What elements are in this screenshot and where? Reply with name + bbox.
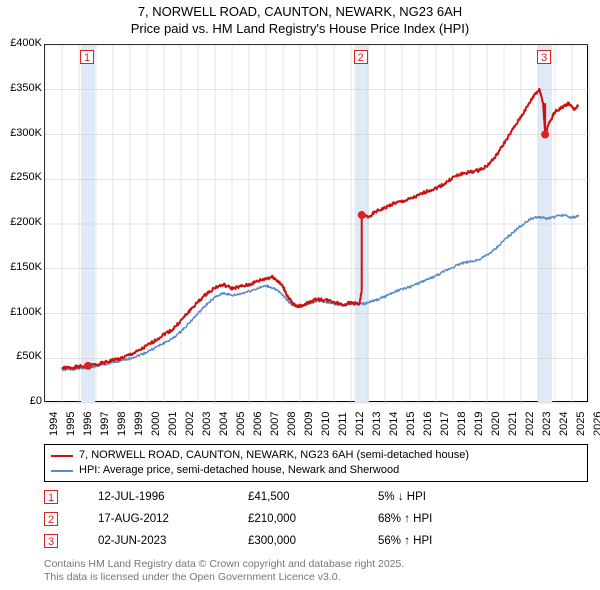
x-tick-label: 2000 <box>150 412 162 436</box>
x-tick-label: 1996 <box>82 412 94 436</box>
x-tick-label: 2003 <box>201 412 213 436</box>
y-tick-label: £150K <box>2 261 42 273</box>
sales-row-marker: 2 <box>44 512 58 526</box>
x-tick-label: 2014 <box>388 412 400 436</box>
chart-title-line1: 7, NORWELL ROAD, CAUNTON, NEWARK, NG23 6… <box>0 4 600 19</box>
y-tick-label: £250K <box>2 171 42 183</box>
sales-row-price: £41,500 <box>248 491 378 503</box>
x-tick-label: 2001 <box>167 412 179 436</box>
legend-swatch <box>51 470 73 472</box>
chart-svg <box>45 45 589 403</box>
legend-row: 7, NORWELL ROAD, CAUNTON, NEWARK, NG23 6… <box>51 448 581 463</box>
legend-label: 7, NORWELL ROAD, CAUNTON, NEWARK, NG23 6… <box>79 448 469 463</box>
x-tick-label: 1998 <box>116 412 128 436</box>
y-tick-label: £400K <box>2 37 42 49</box>
x-tick-label: 2015 <box>405 412 417 436</box>
x-tick-label: 2005 <box>235 412 247 436</box>
x-tick-label: 2009 <box>303 412 315 436</box>
x-tick-label: 2019 <box>473 412 485 436</box>
y-tick-label: £300K <box>2 127 42 139</box>
x-tick-label: 1997 <box>99 412 111 436</box>
sales-row-marker: 3 <box>44 534 58 548</box>
footer-attribution: Contains HM Land Registry data © Crown c… <box>44 558 404 584</box>
x-tick-label: 2020 <box>490 412 502 436</box>
y-tick-label: £50K <box>2 350 42 362</box>
legend-swatch <box>51 455 73 457</box>
sales-row-date: 17-AUG-2012 <box>98 513 248 525</box>
x-tick-label: 2023 <box>541 412 553 436</box>
sales-row-delta: 68% ↑ HPI <box>378 513 508 525</box>
x-tick-label: 2012 <box>354 412 366 436</box>
sales-row: 2 17-AUG-2012£210,00068% ↑ HPI <box>44 508 600 530</box>
x-tick-label: 2021 <box>507 412 519 436</box>
sales-row-delta: 5% ↓ HPI <box>378 491 508 503</box>
legend-row: HPI: Average price, semi-detached house,… <box>51 463 581 478</box>
legend-label: HPI: Average price, semi-detached house,… <box>79 463 399 478</box>
sale-marker-box: 1 <box>80 50 94 64</box>
x-tick-label: 1994 <box>48 412 60 436</box>
x-tick-label: 2018 <box>456 412 468 436</box>
x-tick-label: 2002 <box>184 412 196 436</box>
sales-row: 3 02-JUN-2023£300,00056% ↑ HPI <box>44 530 600 552</box>
y-tick-label: £100K <box>2 306 42 318</box>
sales-row-marker: 1 <box>44 490 58 504</box>
x-tick-label: 1995 <box>65 412 77 436</box>
x-tick-label: 2026 <box>592 412 600 436</box>
x-tick-label: 2025 <box>575 412 587 436</box>
chart-plot-area <box>44 44 588 402</box>
x-tick-label: 1999 <box>133 412 145 436</box>
x-tick-label: 2006 <box>252 412 264 436</box>
x-tick-label: 2022 <box>524 412 536 436</box>
sales-row-price: £210,000 <box>248 513 378 525</box>
x-tick-label: 2004 <box>218 412 230 436</box>
footer-line2: This data is licensed under the Open Gov… <box>44 571 404 584</box>
x-tick-label: 2007 <box>269 412 281 436</box>
y-tick-label: £350K <box>2 82 42 94</box>
sales-row-date: 02-JUN-2023 <box>98 535 248 547</box>
sale-marker-box: 2 <box>354 50 368 64</box>
sales-row-date: 12-JUL-1996 <box>98 491 248 503</box>
x-tick-label: 2011 <box>337 412 349 436</box>
sales-row-price: £300,000 <box>248 535 378 547</box>
sales-row-delta: 56% ↑ HPI <box>378 535 508 547</box>
y-tick-label: £200K <box>2 216 42 228</box>
x-tick-label: 2016 <box>422 412 434 436</box>
chart-title-line2: Price paid vs. HM Land Registry's House … <box>0 21 600 36</box>
x-tick-label: 2013 <box>371 412 383 436</box>
x-tick-label: 2017 <box>439 412 451 436</box>
sales-row: 1 12-JUL-1996£41,5005% ↓ HPI <box>44 486 600 508</box>
footer-line1: Contains HM Land Registry data © Crown c… <box>44 558 404 571</box>
chart-legend: 7, NORWELL ROAD, CAUNTON, NEWARK, NG23 6… <box>44 444 588 482</box>
x-tick-label: 2010 <box>320 412 332 436</box>
x-tick-label: 2008 <box>286 412 298 436</box>
x-tick-label: 2024 <box>558 412 570 436</box>
chart-titles: 7, NORWELL ROAD, CAUNTON, NEWARK, NG23 6… <box>0 4 600 36</box>
y-tick-label: £0 <box>2 395 42 407</box>
sale-marker-box: 3 <box>537 50 551 64</box>
sales-table: 1 12-JUL-1996£41,5005% ↓ HPI 2 17-AUG-2012£… <box>44 486 600 552</box>
